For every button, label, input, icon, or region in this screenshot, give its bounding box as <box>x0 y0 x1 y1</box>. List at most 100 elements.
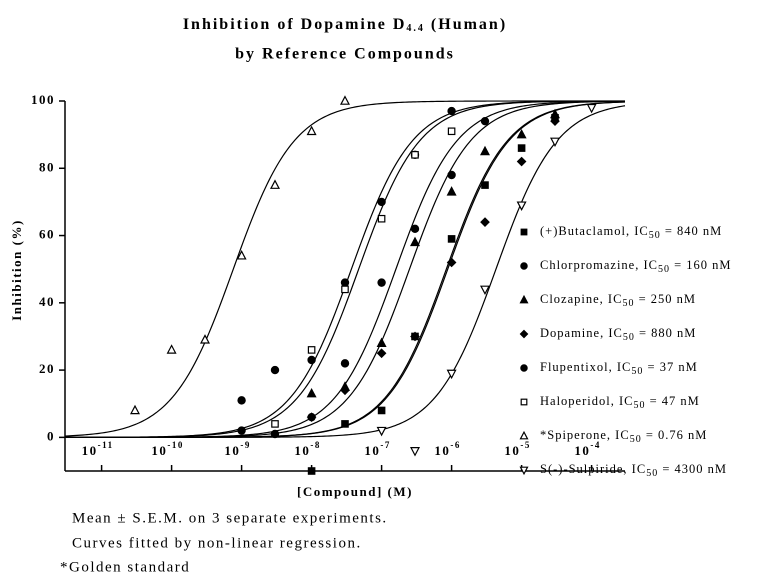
x-tick-label: 10-6 <box>434 440 461 458</box>
data-point <box>550 116 560 127</box>
data-point <box>377 214 386 223</box>
legend-label: Haloperidol, IC50 = 47 nM <box>540 394 700 411</box>
data-point <box>307 355 316 365</box>
legend-label: Dopamine, IC50 = 880 nM <box>540 326 696 343</box>
chart-subtitle: by Reference Compounds <box>235 46 455 63</box>
legend-marker <box>520 364 528 372</box>
note: *Golden standard <box>60 559 190 575</box>
x-tick-exponent: -5 <box>520 440 531 450</box>
data-point <box>340 95 350 105</box>
legend-label: S(-)-Sulpiride, IC50 = 4300 nM <box>540 462 727 479</box>
legend-label: (+)Butaclamol, IC50 = 840 nM <box>540 224 722 241</box>
data-point <box>376 337 387 347</box>
data-point <box>340 385 350 396</box>
x-tick-label: 10-8 <box>294 440 321 458</box>
data-point <box>446 186 457 196</box>
x-tick-base: 10 <box>294 443 310 458</box>
data-point <box>200 334 210 344</box>
data-point <box>307 346 316 354</box>
fit-curve <box>65 105 626 438</box>
x-tick-exponent: -11 <box>98 440 114 450</box>
x-tick-base: 10 <box>504 443 520 458</box>
data-point <box>447 235 456 243</box>
data-point <box>306 412 317 423</box>
data-point <box>480 217 490 227</box>
data-point <box>340 278 350 287</box>
data-point <box>480 116 490 126</box>
data-point <box>307 467 316 475</box>
data-point <box>446 257 457 268</box>
x-tick-label: 10-7 <box>364 440 391 458</box>
y-tick-label: 20 <box>39 361 55 376</box>
x-tick-base: 10 <box>434 443 450 458</box>
data-point <box>410 236 420 247</box>
data-point <box>516 156 527 167</box>
data-point <box>270 179 280 189</box>
data-point <box>447 127 456 136</box>
data-point <box>411 151 419 159</box>
data-point <box>130 404 140 415</box>
x-axis-label: [Compound] (M) <box>297 484 413 499</box>
data-point <box>340 359 350 368</box>
data-point <box>516 201 527 211</box>
x-tick-label: 10-5 <box>504 440 531 458</box>
data-point <box>410 331 420 342</box>
data-point <box>480 145 490 156</box>
fit-curve <box>64 100 625 437</box>
legend-marker <box>520 228 528 236</box>
y-tick-label: 0 <box>47 428 55 443</box>
data-point <box>236 250 247 260</box>
legend-label: Chlorpromazine, IC50 = 160 nM <box>540 258 732 275</box>
data-point <box>271 420 279 428</box>
x-tick-exponent: -7 <box>380 440 391 450</box>
x-tick-label: 10-4 <box>574 440 601 458</box>
data-point <box>270 365 280 375</box>
data-point <box>446 369 457 380</box>
x-tick-label: 10-11 <box>82 440 114 458</box>
y-tick-label: 40 <box>39 294 55 309</box>
data-point <box>550 137 560 148</box>
x-tick-base: 10 <box>574 443 590 458</box>
legend-marker <box>519 466 529 476</box>
data-point <box>376 426 387 437</box>
legend-marker <box>519 430 529 440</box>
x-tick-label: 10-10 <box>151 440 184 458</box>
data-point <box>516 128 527 139</box>
x-tick-exponent: -6 <box>450 440 461 450</box>
data-point <box>481 181 489 189</box>
x-tick-exponent: -8 <box>310 440 321 450</box>
legend-label: *Spiperone, IC50 = 0.76 nM <box>540 428 707 445</box>
data-point <box>377 278 386 287</box>
data-point <box>166 344 177 354</box>
legend-marker <box>519 294 529 304</box>
x-tick-base: 10 <box>224 443 240 458</box>
data-point <box>517 144 526 152</box>
data-point <box>341 420 349 428</box>
x-tick-label: 10-9 <box>224 440 251 458</box>
x-tick-base: 10 <box>82 443 98 458</box>
x-tick-exponent: -4 <box>590 440 601 450</box>
legend-marker <box>520 262 528 270</box>
legend-label: Clozapine, IC50 = 250 nM <box>540 292 696 309</box>
data-point <box>410 224 420 234</box>
y-axis-label: Inhibition (%) <box>9 219 24 321</box>
y-tick-label: 60 <box>39 227 55 242</box>
x-tick-exponent: -9 <box>240 440 251 450</box>
note: Curves fitted by non-linear regression. <box>72 535 362 551</box>
note: Mean ± S.E.M. on 3 separate experiments. <box>72 510 388 526</box>
x-tick-exponent: -10 <box>167 440 184 450</box>
data-point <box>376 348 387 359</box>
y-tick-label: 100 <box>31 92 55 107</box>
chart-title: Inhibition of Dopamine D4.4 (Human) <box>183 16 507 35</box>
data-point <box>377 406 386 415</box>
data-point <box>410 447 420 457</box>
x-tick-base: 10 <box>364 443 380 458</box>
legend-marker <box>520 398 528 406</box>
data-point <box>586 103 597 114</box>
y-tick-label: 80 <box>39 159 55 174</box>
x-tick-base: 10 <box>151 443 167 458</box>
data-point <box>306 125 317 136</box>
legend-marker <box>519 329 529 339</box>
data-point <box>237 396 246 405</box>
